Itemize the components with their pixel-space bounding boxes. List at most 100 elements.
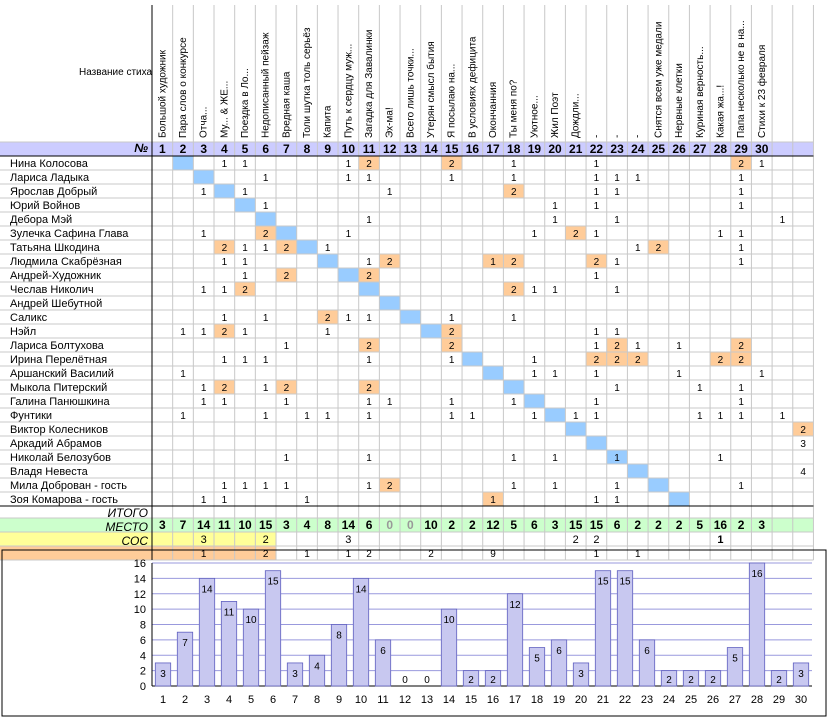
score-cell: 2 [366, 271, 372, 282]
score-cell: 1 [780, 215, 786, 226]
score-cell: 1 [263, 481, 269, 492]
score-cell: 1 [325, 327, 331, 338]
highlight-cell [379, 478, 401, 492]
score-cell: 1 [532, 229, 538, 240]
score-cell: 1 [490, 257, 496, 268]
score-cell: 1 [738, 397, 744, 408]
participant-name: Дебора Мэй [10, 214, 72, 226]
score-cell: 1 [614, 453, 620, 464]
y-tick-label: 10 [134, 604, 146, 616]
highlight-cell [586, 352, 607, 366]
poem-title: Поездка в Ло... [240, 68, 251, 138]
poem-title: Папа несколько не в на... [736, 20, 747, 138]
total-value: 14 [342, 518, 356, 532]
highlight-cell [276, 380, 297, 394]
score-cell: 1 [511, 453, 517, 464]
bar [374, 639, 392, 687]
score-cell: 1 [738, 481, 744, 492]
highlight-cell [503, 282, 525, 296]
bar [550, 639, 568, 687]
column-number: 3 [200, 142, 207, 156]
self-cell [358, 282, 380, 296]
y-tick-label: 16 [134, 558, 146, 570]
score-cell: 1 [759, 159, 765, 170]
bar-value-label: 5 [534, 654, 540, 665]
bar-value-label: 11 [224, 607, 235, 618]
score-cell: 1 [222, 355, 228, 366]
x-tick-label: 29 [773, 694, 785, 706]
score-cell: 1 [263, 173, 269, 184]
participant-name: Людмила Скабрёзная [10, 256, 122, 268]
score-cell: 1 [366, 313, 372, 324]
score-cell: 1 [738, 187, 744, 198]
x-tick-label: 22 [619, 694, 631, 706]
bar-value-label: 4 [314, 661, 320, 672]
score-cell: 1 [180, 369, 186, 380]
bar [264, 570, 282, 687]
participant-names: Нина Колосова Лариса Ладыка Ярослав Добрый… [10, 158, 129, 506]
score-cell: 1 [738, 257, 744, 268]
x-tick-label: 4 [226, 694, 232, 706]
column-number: 8 [304, 142, 311, 156]
poem-title: Окончанния [488, 82, 499, 138]
score-cell: 1 [718, 229, 724, 240]
highlight-cell [482, 254, 504, 268]
total-value: 2 [448, 518, 455, 532]
column-number: 11 [363, 142, 376, 156]
bar-value-label: 15 [597, 577, 609, 588]
bar [352, 577, 370, 687]
score-cell: 2 [366, 383, 372, 394]
bar [286, 662, 304, 687]
poem-title: Вредная каша [281, 71, 292, 138]
bar [792, 662, 810, 687]
highlight-cell [606, 338, 628, 352]
score-cell: 1 [346, 159, 352, 170]
self-cell [524, 394, 545, 408]
score-cell: 1 [552, 453, 558, 464]
bar-value-label: 10 [245, 615, 257, 626]
bar-value-label: 2 [490, 675, 496, 686]
poem-title: Куриная верность... [695, 46, 706, 138]
poem-title: Нервные клетки [674, 63, 685, 138]
score-cell: 2 [511, 285, 517, 296]
cos-value: 2 [366, 549, 372, 560]
score-cell: 1 [614, 481, 620, 492]
column-number: 22 [590, 142, 604, 156]
poem-title: Я посылаю на... [447, 64, 458, 138]
y-tick-label: 12 [134, 589, 146, 601]
score-cell: 2 [222, 243, 228, 254]
column-number: 13 [404, 142, 418, 156]
self-cell [586, 436, 607, 450]
x-tick-label: 11 [377, 694, 388, 706]
score-cell: 1 [532, 411, 538, 422]
mesto-row-fill [0, 532, 277, 546]
bar-chart: 0246810121416317214311410515637488914106… [1, 549, 827, 717]
score-cell: 2 [800, 425, 806, 436]
score-cell: 1 [738, 173, 744, 184]
highlight-cell [441, 156, 463, 170]
cos-value: 1 [594, 549, 600, 560]
score-cell: 1 [346, 229, 352, 240]
bar [176, 631, 194, 687]
highlight-cell [730, 156, 752, 170]
participant-name: Мила Доброван - гость [10, 480, 127, 492]
column-number: 14 [424, 142, 438, 156]
bar [638, 639, 656, 687]
participant-name: Саликс [10, 312, 48, 324]
score-cell: 1 [284, 341, 290, 352]
score-cell: 1 [635, 243, 641, 254]
score-cell: 1 [511, 173, 517, 184]
participant-name: Галина Панюшкина [10, 396, 110, 408]
bar-value-label: 5 [732, 654, 738, 665]
score-cell: 2 [222, 327, 228, 338]
score-cell: 1 [511, 313, 517, 324]
total-value: 2 [655, 518, 662, 532]
participant-name: Фунтики [10, 410, 52, 422]
total-value: 14 [197, 518, 211, 532]
total-value: 6 [614, 518, 621, 532]
x-tick-label: 7 [292, 694, 298, 706]
total-value: 2 [676, 518, 683, 532]
score-cell: 2 [387, 257, 393, 268]
score-cell: 1 [697, 383, 703, 394]
bar [506, 593, 524, 687]
